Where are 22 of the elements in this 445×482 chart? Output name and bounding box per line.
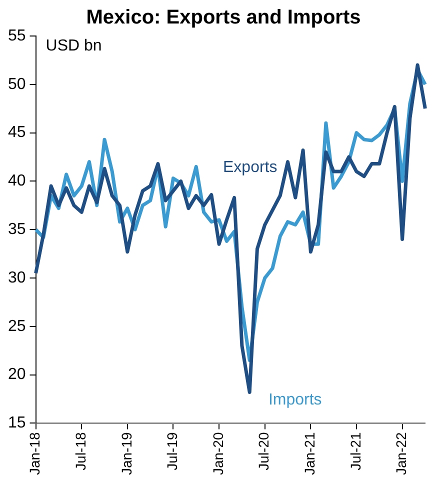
x-tick-label: Jul-18 [72, 432, 88, 470]
y-tick-label: 15 [8, 414, 26, 432]
x-tick-label: Jan-18 [26, 432, 43, 476]
y-tick-label: 20 [8, 366, 26, 384]
y-tick-label: 45 [8, 124, 26, 142]
y-tick-label: 30 [8, 269, 26, 286]
x-tick-label: Jan-19 [118, 432, 134, 476]
text: Imports [268, 392, 322, 409]
y-tick-label: 35 [8, 221, 26, 238]
x-tick-label: Jul-19 [164, 432, 180, 470]
y-axis-title: USD bn [46, 37, 102, 54]
x-tick-label: Jan-21 [302, 432, 318, 476]
y-tick-label: 40 [8, 172, 26, 190]
chart-title: Mexico: Exports and Imports [86, 6, 361, 29]
x-tick-label: Jul-21 [347, 432, 364, 470]
y-tick-label: 25 [8, 318, 26, 335]
y-tick-label: 55 [8, 27, 26, 44]
x-tick-label: Jan-22 [393, 432, 410, 476]
series-label: Exports [223, 159, 278, 176]
x-tick-label: Jan-20 [210, 432, 226, 476]
x-tick-label: Jul-20 [256, 432, 272, 470]
y-tick-label: 50 [8, 76, 26, 93]
